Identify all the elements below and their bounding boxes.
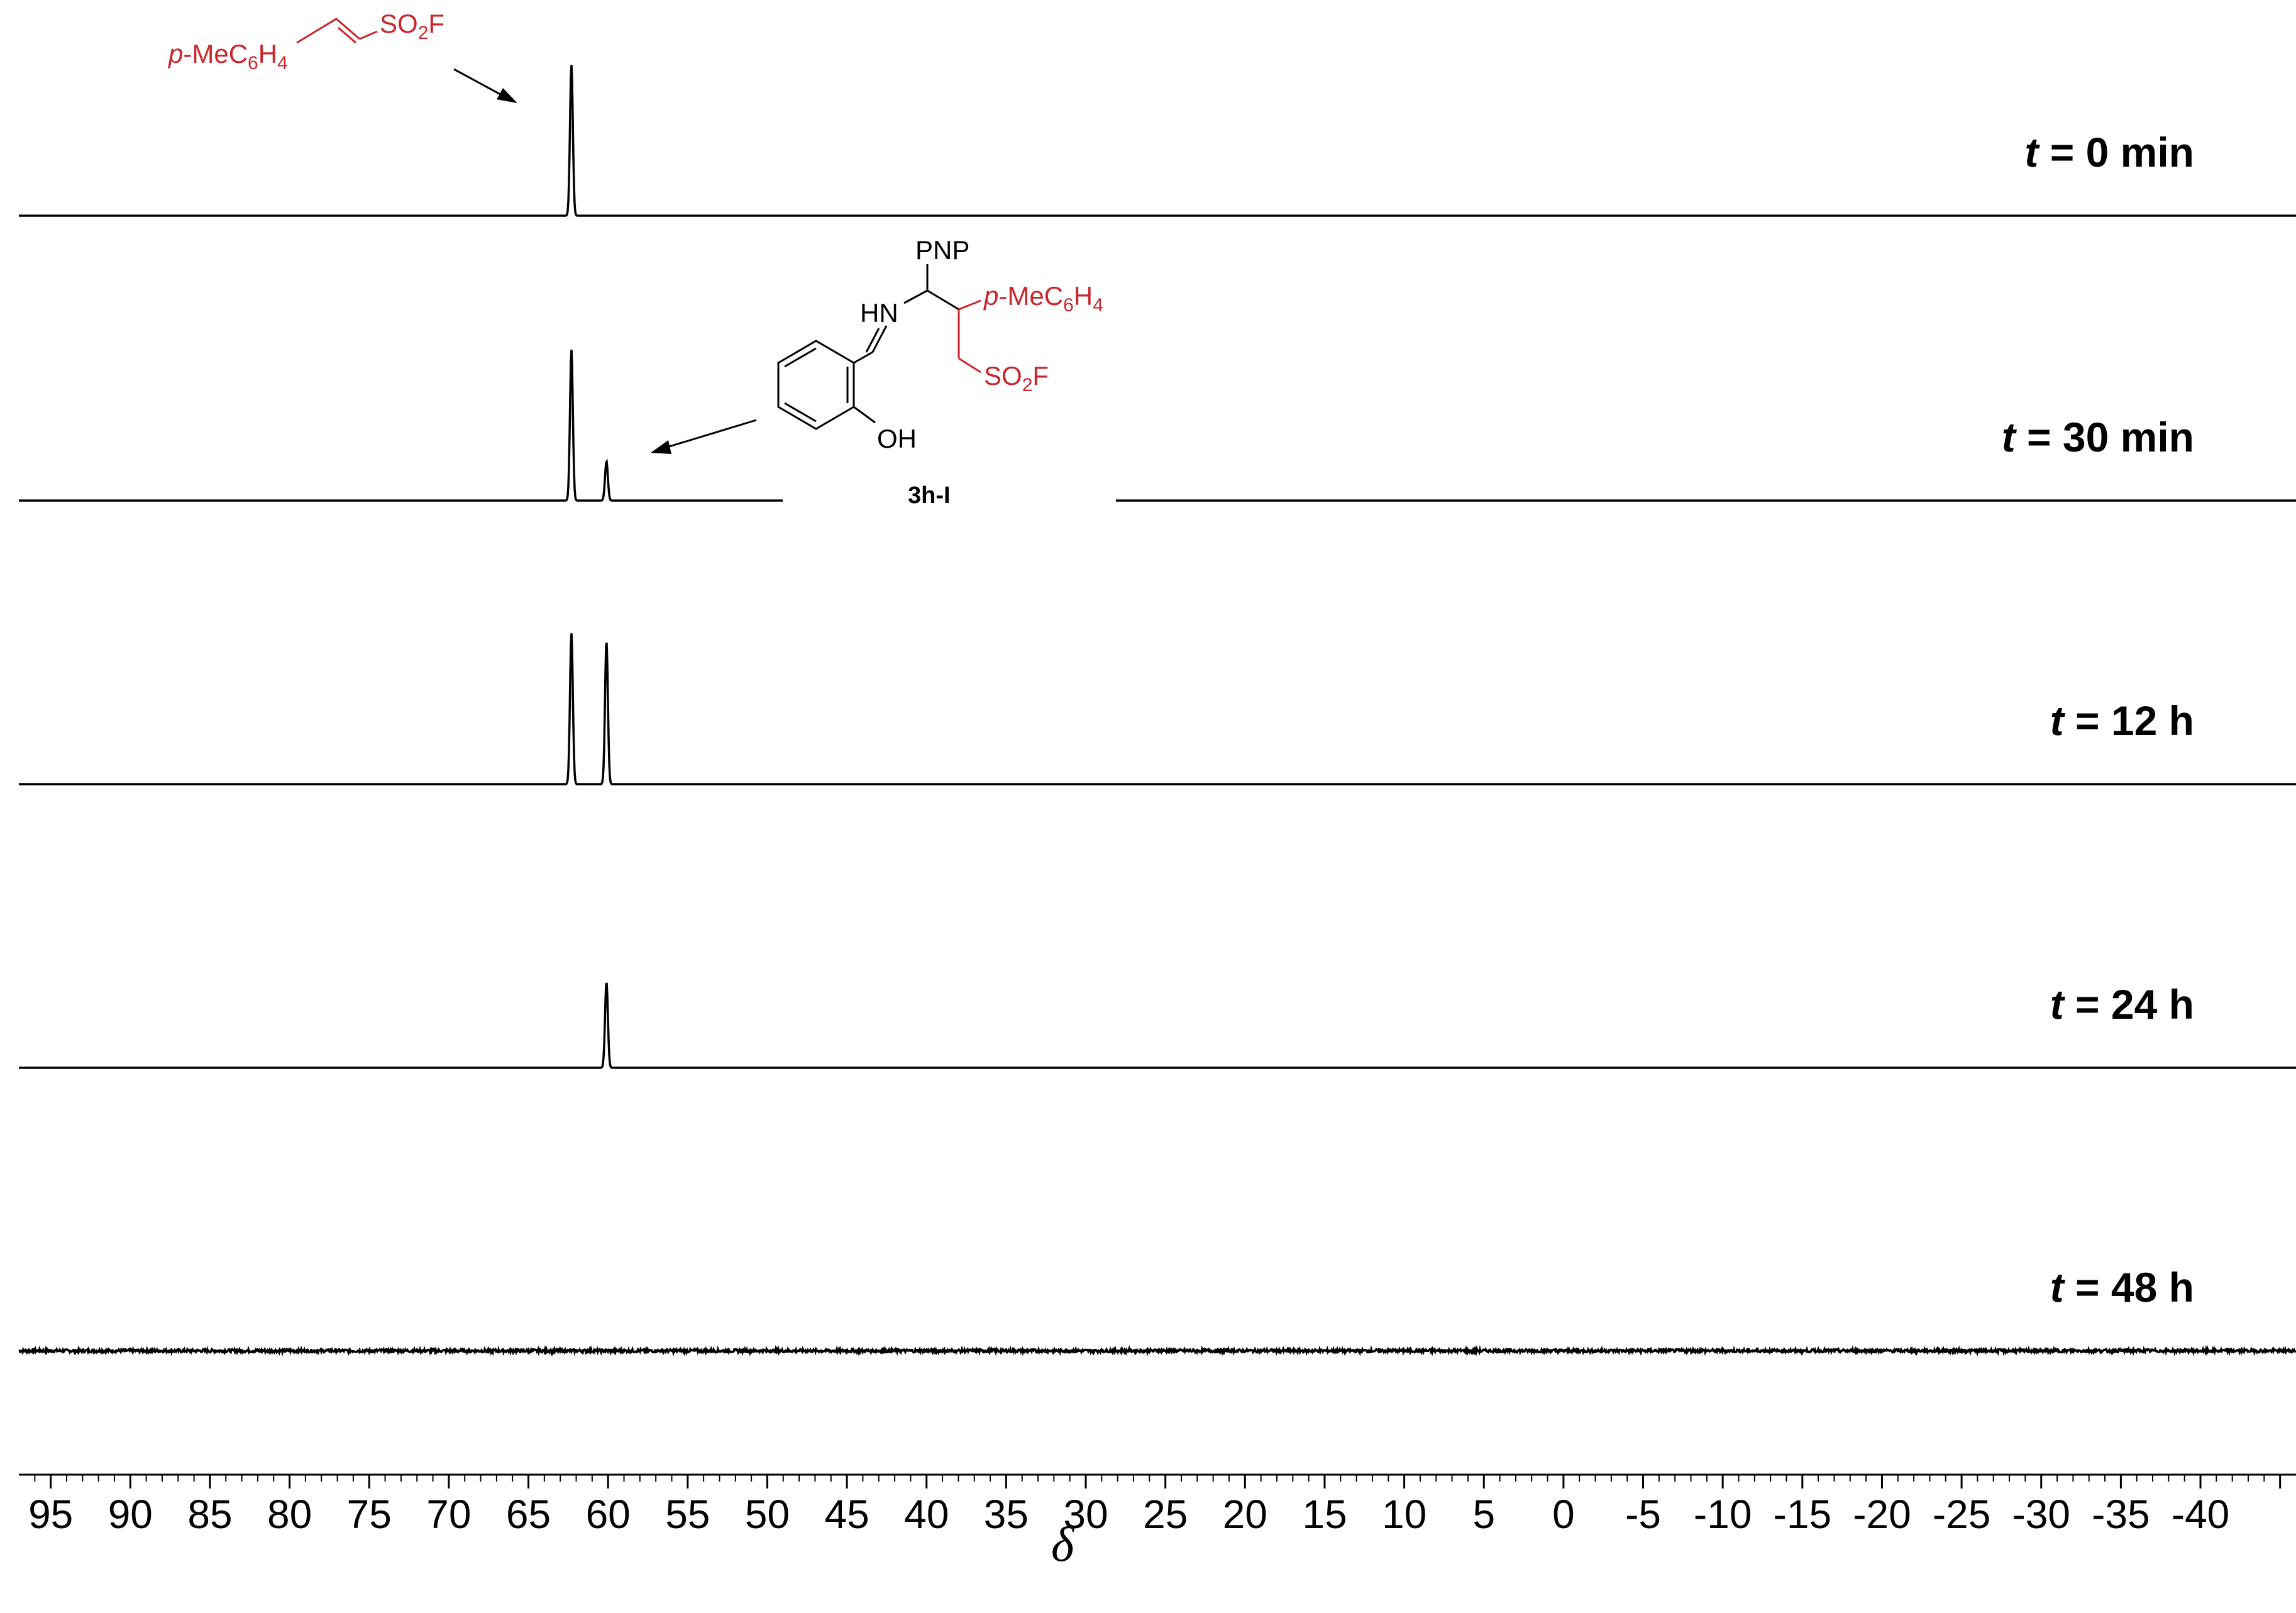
x-tick-label: -35: [2092, 1492, 2150, 1537]
svg-text:SO2F: SO2F: [984, 361, 1049, 396]
x-tick-label: 70: [426, 1492, 471, 1537]
product-pnp: PNP: [915, 235, 969, 265]
x-tick-label: 75: [347, 1492, 392, 1537]
reactant-p: p: [167, 39, 183, 69]
x-tick-label: 5: [1472, 1492, 1495, 1537]
time-label-2: t = 12 h: [2050, 697, 2194, 744]
x-tick-label: 65: [506, 1492, 551, 1537]
reactant-two: 2: [418, 23, 429, 43]
x-tick-label: -40: [2172, 1492, 2230, 1537]
x-tick-label: 80: [267, 1492, 312, 1537]
x-tick-label: 55: [665, 1492, 710, 1537]
product-so: SO: [984, 361, 1022, 391]
reactant-so: SO: [380, 9, 418, 38]
time-label-0: t = 0 min: [2024, 129, 2194, 175]
reactant-f: F: [428, 9, 444, 38]
x-axis-label: δ: [1051, 1517, 1075, 1571]
x-tick-label: -30: [2012, 1492, 2070, 1537]
x-tick-label: -20: [1853, 1492, 1911, 1537]
reactant-double-bond: [338, 26, 356, 44]
x-tick-label: -5: [1625, 1492, 1661, 1537]
x-tick-label: 35: [984, 1492, 1029, 1537]
x-tick-label: -10: [1694, 1492, 1752, 1537]
product-compound-label: 3h-I: [908, 482, 951, 509]
product-four: 4: [1093, 295, 1103, 316]
product-arrowhead: [651, 440, 671, 454]
svg-text:p-MeC6H4: p-MeC6H4: [983, 281, 1103, 316]
x-tick-label: -25: [1933, 1492, 1991, 1537]
reactant-bonds: [296, 18, 360, 44]
product-p: p: [983, 281, 998, 311]
x-tick-label: 95: [28, 1492, 73, 1537]
structure-backdrop: [783, 484, 1116, 516]
product-h: H: [1074, 281, 1093, 311]
x-tick-label: 40: [904, 1492, 949, 1537]
product-f: F: [1032, 361, 1049, 391]
x-tick-label: 45: [824, 1492, 869, 1537]
x-tick-label: 0: [1552, 1492, 1575, 1537]
spectrum-trace-0: [19, 65, 2296, 217]
product-six: 6: [1063, 295, 1074, 316]
svg-text:p-MeC6H4: p-MeC6H4: [167, 39, 288, 74]
svg-text:SO2F: SO2F: [380, 9, 444, 43]
x-tick-label: 25: [1143, 1492, 1188, 1537]
x-axis-ticks: 95 90 85 80 75 70 65 60 55 50 45 40 35 30 25 20 15 10 5 0 -5…: [28, 1475, 2282, 1537]
reactant-arrow: [453, 68, 507, 99]
reactant-arrowhead: [497, 88, 517, 103]
x-tick-label: 85: [187, 1492, 232, 1537]
reactant-six: 6: [248, 53, 258, 74]
time-label-1: t = 30 min: [2002, 414, 2194, 460]
product-structure: PNP HN p-MeC6H4 SO2F OH 3h-I: [651, 235, 1103, 509]
x-tick-label: 20: [1223, 1492, 1267, 1537]
x-tick-label: 60: [586, 1492, 631, 1537]
spectrum-trace-1: [19, 350, 2296, 502]
x-tick-label: 15: [1302, 1492, 1347, 1537]
product-mec: -MeC: [998, 281, 1063, 311]
reactant-h: H: [258, 39, 277, 69]
time-label-3: t = 24 h: [2050, 981, 2194, 1028]
x-tick-label: 10: [1382, 1492, 1427, 1537]
product-oh: OH: [877, 424, 917, 453]
reactant-mec: -MeC: [183, 39, 248, 69]
time-labels: t = 0 min t = 30 min t = 12 h t = 24 h t = 4…: [2002, 129, 2194, 1311]
spectra-traces: [18, 65, 2296, 1357]
reactant-four: 4: [277, 53, 288, 74]
spectrum-trace-2: [19, 633, 2296, 785]
reactant-structure: p-MeC6H4 SO2F: [167, 9, 517, 103]
x-tick-label: -15: [1774, 1492, 1832, 1537]
product-arrow: [665, 419, 757, 449]
x-tick-label: 30: [1063, 1492, 1108, 1537]
time-label-4: t = 48 h: [2050, 1264, 2194, 1311]
benzene-ring: [777, 340, 855, 430]
x-tick-label: 50: [745, 1492, 790, 1537]
product-hn: HN: [860, 298, 898, 328]
product-two: 2: [1022, 375, 1033, 396]
x-tick-label: 90: [108, 1492, 153, 1537]
spectrum-trace-3: [19, 982, 2296, 1069]
spectrum-trace-4: [18, 1344, 2296, 1357]
